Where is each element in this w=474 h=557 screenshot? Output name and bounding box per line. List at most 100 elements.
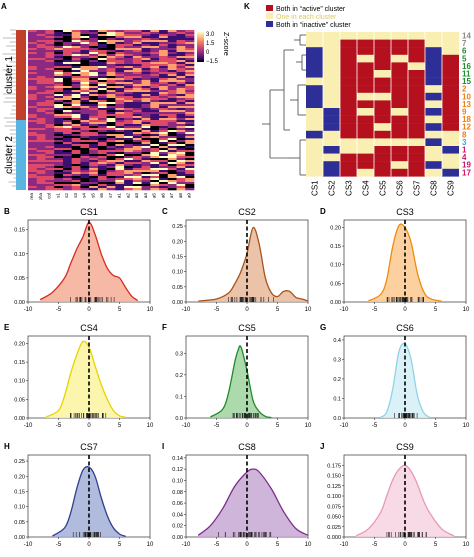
heatmap-cell bbox=[71, 150, 81, 153]
heatmap-cell bbox=[54, 128, 64, 131]
heatmap-cell bbox=[141, 126, 151, 129]
density-title: CS9 bbox=[396, 442, 414, 452]
heatmap-cell bbox=[185, 80, 195, 83]
heatmap-column-label: a7 bbox=[169, 193, 174, 199]
heatmap-cell bbox=[167, 82, 177, 85]
heatmap-cell bbox=[106, 136, 116, 139]
heatmap-cell bbox=[80, 120, 90, 123]
heatmap-cell bbox=[54, 150, 64, 153]
heatmap-column-label: s7 bbox=[108, 193, 113, 198]
heatmap-cell bbox=[176, 122, 186, 125]
matrix-cell bbox=[306, 62, 323, 71]
heatmap-cell bbox=[97, 58, 107, 61]
heatmap-cell bbox=[141, 144, 151, 147]
heatmap-cell bbox=[80, 150, 90, 153]
heatmap-cell bbox=[185, 34, 195, 37]
heatmap-cell bbox=[132, 58, 142, 61]
heatmap-cell bbox=[54, 124, 64, 127]
heatmap-cell bbox=[150, 50, 160, 53]
matrix-cell bbox=[357, 115, 374, 124]
heatmap-cell bbox=[115, 100, 125, 103]
heatmap-cell bbox=[54, 74, 64, 77]
x-tick-label: 0 bbox=[403, 307, 407, 313]
y-tick-label: 0.00 bbox=[172, 300, 183, 306]
matrix-cell bbox=[374, 153, 391, 162]
matrix-cell bbox=[323, 54, 340, 63]
heatmap-cell bbox=[124, 82, 134, 85]
matrix-cell bbox=[391, 153, 408, 162]
matrix-cell bbox=[323, 115, 340, 124]
heatmap-cell bbox=[176, 124, 186, 127]
heatmap-cell bbox=[176, 36, 186, 39]
heatmap-cell bbox=[150, 36, 160, 39]
heatmap-cell bbox=[167, 54, 177, 57]
heatmap-cell bbox=[115, 60, 125, 63]
matrix-row-label: 16 bbox=[462, 62, 471, 71]
heatmap-cell bbox=[159, 138, 169, 141]
heatmap-cell bbox=[167, 174, 177, 177]
heatmap-cell bbox=[176, 128, 186, 131]
heatmap-cell bbox=[97, 96, 107, 99]
heatmap-cell bbox=[141, 116, 151, 119]
matrix-cell bbox=[442, 108, 459, 116]
heatmap-cell bbox=[62, 66, 72, 69]
heatmap-cell bbox=[115, 154, 125, 157]
heatmap-cell bbox=[36, 184, 46, 187]
heatmap-cell bbox=[45, 146, 55, 149]
heatmap-cell bbox=[159, 166, 169, 169]
y-tick-label: 0.25 bbox=[172, 224, 183, 230]
heatmap-cell bbox=[106, 148, 116, 151]
heatmap-cell bbox=[80, 44, 90, 47]
heatmap-cell bbox=[36, 62, 46, 65]
heatmap-cell bbox=[141, 58, 151, 61]
heatmap-cell bbox=[28, 148, 38, 151]
heatmap-cell bbox=[176, 90, 186, 93]
heatmap-cell bbox=[97, 172, 107, 175]
matrix-cell bbox=[323, 130, 340, 139]
heatmap-cell bbox=[159, 120, 169, 123]
heatmap-cell bbox=[45, 66, 55, 69]
heatmap-cell bbox=[62, 56, 72, 59]
density-area bbox=[46, 341, 126, 418]
heatmap-cell bbox=[159, 64, 169, 67]
heatmap-cell bbox=[115, 96, 125, 99]
heatmap-cell bbox=[124, 64, 134, 67]
heatmap-cell bbox=[62, 156, 72, 159]
x-tick-label: 0 bbox=[403, 423, 407, 429]
heatmap-cell bbox=[36, 104, 46, 107]
heatmap-cell bbox=[54, 38, 64, 41]
heatmap-cell bbox=[150, 60, 160, 63]
heatmap-cell bbox=[185, 54, 195, 57]
heatmap-cell bbox=[80, 40, 90, 43]
heatmap-cell bbox=[176, 184, 186, 187]
heatmap-cell bbox=[150, 166, 160, 169]
heatmap-cell bbox=[71, 60, 81, 63]
heatmap-cell bbox=[80, 56, 90, 59]
heatmap-cell bbox=[28, 156, 38, 159]
heatmap-cell bbox=[106, 76, 116, 79]
heatmap-cell bbox=[132, 32, 142, 35]
heatmap-cell bbox=[54, 80, 64, 83]
heatmap-cell bbox=[159, 34, 169, 37]
heatmap-cell bbox=[80, 122, 90, 125]
heatmap-cell bbox=[115, 44, 125, 47]
heatmap-cell bbox=[54, 94, 64, 97]
x-tick-label: 10 bbox=[463, 307, 470, 313]
heatmap-cell bbox=[28, 118, 38, 121]
heatmap-cell bbox=[132, 94, 142, 97]
heatmap-cell bbox=[71, 182, 81, 185]
heatmap-cell bbox=[176, 166, 186, 169]
heatmap-cell bbox=[185, 146, 195, 149]
heatmap-cell bbox=[97, 122, 107, 125]
heatmap-cell bbox=[124, 122, 134, 125]
heatmap-cell bbox=[176, 50, 186, 53]
heatmap-cell bbox=[159, 66, 169, 69]
density-plot-cs7: H CS7-10 -5 0 5 100.000.050.100.150.200.25 bbox=[4, 442, 154, 548]
heatmap-cell bbox=[71, 120, 81, 123]
heatmap-cell bbox=[167, 60, 177, 63]
x-tick-label: 10 bbox=[147, 307, 154, 313]
heatmap-cell bbox=[45, 110, 55, 113]
heatmap-cell bbox=[36, 92, 46, 95]
heatmap-cell bbox=[167, 30, 177, 33]
heatmap-cell bbox=[45, 30, 55, 33]
